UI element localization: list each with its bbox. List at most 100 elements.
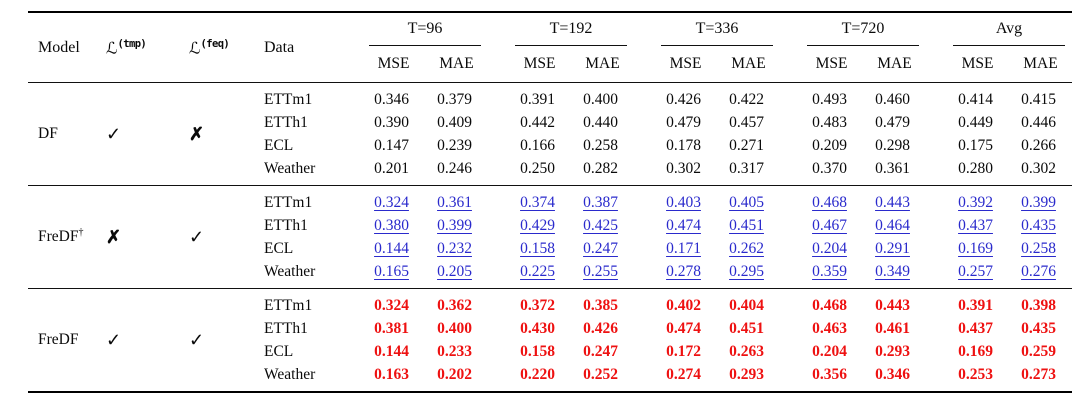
table-row: ETTm1 0.324 0.362 0.372 0.385 0.402 0.404 0… [258,294,1070,317]
mae-value: 0.446 [1021,114,1056,131]
cross-mark-feq: ✗ [189,123,205,144]
mse-value: 0.474 [666,320,701,337]
mse-value: 0.449 [958,114,993,131]
mae-value: 0.239 [437,137,472,154]
column-header-data: Data [264,38,295,56]
mae-value: 0.440 [583,114,618,131]
model-label: FreDF† [38,227,84,246]
mse-value: 0.463 [812,320,847,337]
mse-value: 0.274 [666,366,701,383]
mae-value: 0.361 [437,194,472,211]
mse-value: 0.204 [812,240,847,257]
mae-value: 0.461 [875,320,910,337]
mse-value: 0.467 [812,217,847,234]
mae-value: 0.246 [437,160,472,177]
column-header-mae: MAE [877,55,912,72]
group-title: Avg [953,13,1065,46]
mae-value: 0.451 [729,217,764,234]
mse-value: 0.204 [812,343,847,360]
cross-mark-tmp: ✗ [106,226,122,247]
mae-value: 0.252 [583,366,618,383]
model-label: DF [38,125,58,143]
mae-value: 0.205 [437,263,472,280]
mae-value: 0.247 [583,343,618,360]
mse-value: 0.163 [374,366,409,383]
mse-value: 0.414 [958,91,993,108]
mse-value: 0.171 [666,240,701,257]
mse-value: 0.390 [374,114,409,131]
mse-value: 0.178 [666,137,701,154]
mae-value: 0.435 [1021,217,1056,234]
dataset-label: ECL [264,240,294,257]
mae-value: 0.255 [583,263,618,280]
mse-value: 0.370 [812,160,847,177]
table-row: ETTm1 0.346 0.379 0.391 0.400 0.426 0.422 0… [258,88,1070,111]
mae-value: 0.258 [1021,240,1056,257]
mae-value: 0.464 [875,217,910,234]
group-title: T=192 [515,13,627,46]
column-group-avg: Avg MSE MAE [946,13,1072,82]
column-header-model: Model [38,38,80,56]
mse-value: 0.158 [520,343,555,360]
group-title: T=720 [807,13,919,46]
mae-value: 0.426 [583,320,618,337]
mae-value: 0.362 [437,297,472,314]
table-row: ECL 0.144 0.233 0.158 0.247 0.172 0.263 0.2… [258,340,1070,363]
dataset-label: ETTh1 [264,217,308,234]
dataset-label: ETTm1 [264,194,313,211]
mse-value: 0.175 [958,137,993,154]
loss-symbol: ℒ [106,38,118,58]
check-mark-tmp: ✓ [106,329,122,350]
column-header-mse: MSE [961,55,994,72]
mae-value: 0.302 [1021,160,1056,177]
mse-value: 0.201 [374,160,409,177]
model-block-fredf: FreDF ✓ ✓ ETTm1 0.324 0.362 0.372 0.385 0.… [28,289,1072,391]
mae-value: 0.400 [437,320,472,337]
mae-value: 0.262 [729,240,764,257]
mse-value: 0.220 [520,366,555,383]
loss-tmp-superscript: (tmp) [117,37,147,50]
mae-value: 0.293 [729,366,764,383]
mse-value: 0.483 [812,114,847,131]
mae-value: 0.266 [1021,137,1056,154]
mse-value: 0.381 [374,320,409,337]
check-mark-feq: ✓ [189,329,205,350]
mae-value: 0.379 [437,91,472,108]
mse-value: 0.166 [520,137,555,154]
mae-value: 0.415 [1021,91,1056,108]
model-block-fredf-dagger: FreDF† ✗ ✓ ETTm1 0.324 0.361 0.374 0.387 0… [28,186,1072,289]
dataset-label: ETTh1 [264,320,308,337]
mae-value: 0.258 [583,137,618,154]
mae-value: 0.349 [875,263,910,280]
table-row: ETTh1 0.381 0.400 0.430 0.426 0.474 0.451 0… [258,317,1070,340]
mse-value: 0.429 [520,217,555,234]
mse-value: 0.468 [812,297,847,314]
mse-value: 0.391 [958,297,993,314]
dataset-label: Weather [264,366,316,383]
mse-value: 0.374 [520,194,555,211]
mse-value: 0.474 [666,217,701,234]
mse-value: 0.372 [520,297,555,314]
table-row: ETTm1 0.324 0.361 0.374 0.387 0.403 0.405 0… [258,191,1070,214]
dataset-label: ETTh1 [264,114,308,131]
mae-value: 0.409 [437,114,472,131]
column-group-t96: T=96 MSE MAE [362,13,488,82]
loss-feq-superscript: (feq) [200,37,230,50]
mae-value: 0.282 [583,160,618,177]
column-group-t336: T=336 MSE MAE [654,13,780,82]
column-header-loss-feq: ℒ(feq) [175,38,258,57]
dagger-superscript: † [78,227,84,239]
table-row: ETTh1 0.380 0.399 0.429 0.425 0.474 0.451 0… [258,214,1070,237]
mae-value: 0.398 [1021,297,1056,314]
mae-value: 0.443 [875,194,910,211]
mse-value: 0.346 [374,91,409,108]
mae-value: 0.276 [1021,263,1056,280]
mse-value: 0.493 [812,91,847,108]
mae-value: 0.399 [1021,194,1056,211]
table-row: Weather 0.163 0.202 0.220 0.252 0.274 0.293… [258,363,1070,386]
mse-value: 0.169 [958,240,993,257]
group-title: T=96 [369,13,481,46]
mse-value: 0.253 [958,366,993,383]
check-mark-feq: ✓ [189,226,205,247]
mae-value: 0.405 [729,194,764,211]
